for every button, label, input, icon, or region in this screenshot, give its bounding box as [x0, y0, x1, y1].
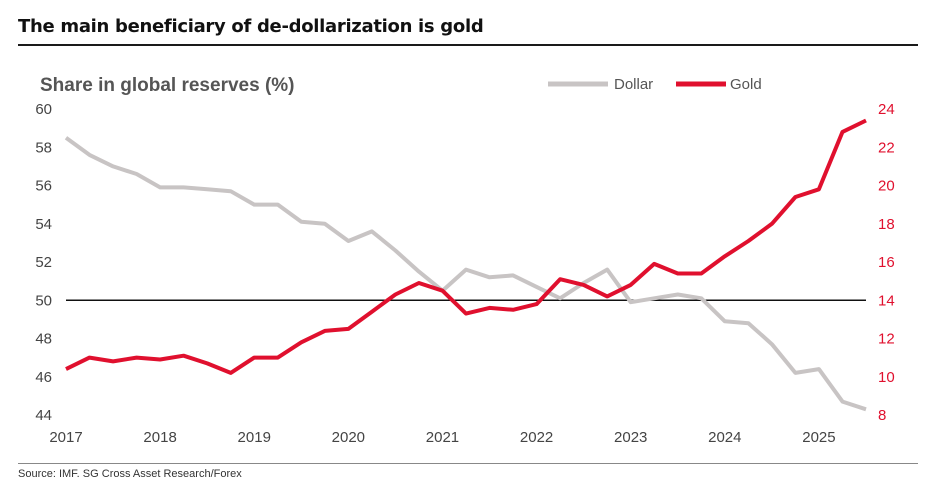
left-y-axis-ticks: 44 46 48 50 52 54 56 58 60: [35, 101, 52, 424]
x-tick-2025: 2025: [802, 429, 835, 446]
x-tick-2021: 2021: [426, 429, 459, 446]
y-tick-left-52: 52: [35, 254, 52, 271]
y-tick-left-56: 56: [35, 178, 52, 195]
right-y-axis-ticks: 8 10 12 14 16 18 20 22 24: [878, 101, 895, 424]
x-tick-2019: 2019: [238, 429, 271, 446]
y-tick-right-24: 24: [878, 101, 895, 118]
y-tick-right-12: 12: [878, 331, 895, 348]
x-tick-2017: 2017: [49, 429, 82, 446]
series-line-dollar: [64, 136, 867, 412]
legend: Dollar Gold: [548, 76, 762, 93]
x-tick-2024: 2024: [708, 429, 741, 446]
legend-label-dollar: Dollar: [614, 76, 653, 93]
footer-divider: [18, 463, 918, 464]
x-tick-2022: 2022: [520, 429, 553, 446]
title-divider: [18, 44, 918, 46]
y-tick-right-18: 18: [878, 216, 895, 233]
y-tick-left-54: 54: [35, 216, 52, 233]
y-tick-left-48: 48: [35, 331, 52, 348]
chart-title: The main beneficiary of de-dollarization…: [18, 16, 484, 37]
y-tick-left-44: 44: [35, 407, 52, 424]
y-tick-right-14: 14: [878, 292, 895, 309]
x-tick-2023: 2023: [614, 429, 647, 446]
x-tick-2020: 2020: [332, 429, 365, 446]
y-tick-right-10: 10: [878, 369, 895, 386]
y-tick-right-20: 20: [878, 178, 895, 195]
y-tick-left-60: 60: [35, 101, 52, 118]
y-tick-left-50: 50: [35, 292, 52, 309]
y-tick-left-46: 46: [35, 369, 52, 386]
series-line-gold: [65, 118, 867, 375]
x-axis-ticks: 2017 2018 2019 2020 2021 2022 2023 2024 2025: [49, 429, 835, 446]
y-axis-label: Share in global reserves (%): [40, 75, 295, 96]
y-tick-left-58: 58: [35, 139, 52, 156]
y-tick-right-16: 16: [878, 254, 895, 271]
legend-label-gold: Gold: [730, 76, 762, 93]
y-tick-right-22: 22: [878, 139, 895, 156]
source-note: Source: IMF. SG Cross Asset Research/For…: [18, 468, 242, 480]
y-tick-right-8: 8: [878, 407, 886, 424]
x-tick-2018: 2018: [143, 429, 176, 446]
